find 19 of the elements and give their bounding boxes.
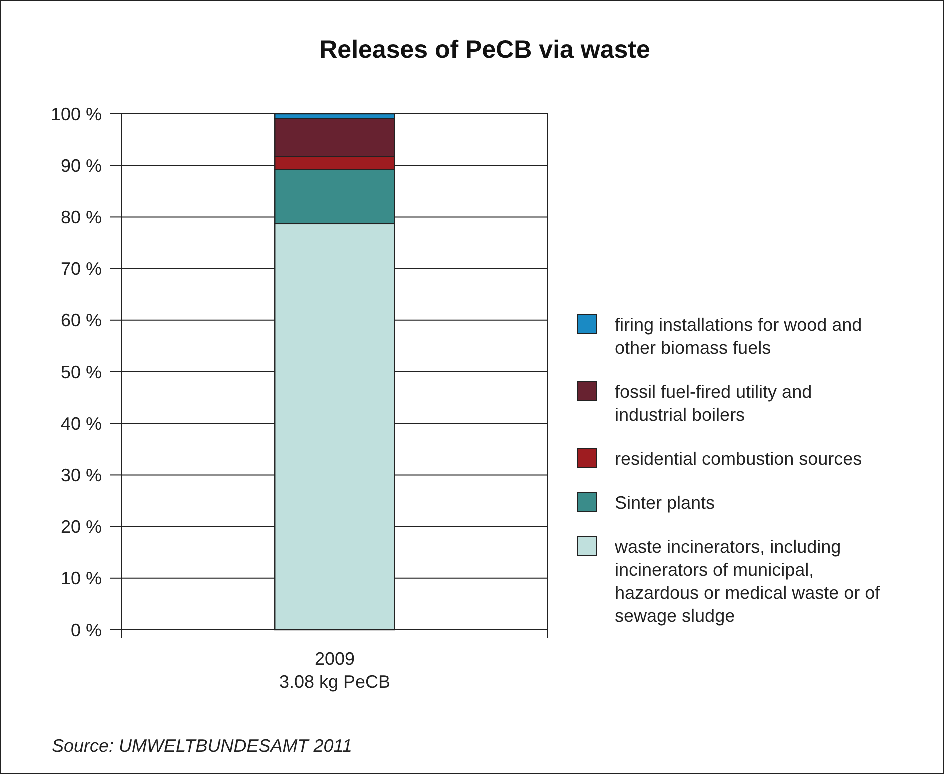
y-tick-label: 50 %: [60, 362, 102, 382]
source-note: Source: UMWELTBUNDESAMT 2011: [52, 736, 352, 756]
legend-label: residential combustion sources: [615, 449, 862, 469]
y-tick-label: 30 %: [60, 466, 102, 486]
y-tick-label: 90 %: [60, 156, 102, 176]
x-tick-label: 2009 3.08 kg PeCB: [279, 649, 391, 692]
y-tick-label: 0 %: [70, 620, 102, 640]
legend-label: fossil fuel-fired utility and industrial boilers: [615, 382, 812, 425]
legend-label: waste incinerators, including incinerators of municipal, hazardous or medical waste or of sewage sludge: [614, 537, 882, 626]
y-tick-label: 80 %: [60, 208, 102, 228]
legend-label: Sinter plants: [615, 493, 716, 513]
chart-title: Releases of PeCB via waste: [320, 36, 650, 64]
legend-label: firing installations for wood and other biomass fuels: [615, 315, 862, 358]
y-tick-label: 40 %: [60, 414, 102, 434]
y-tick-label: 60 %: [60, 310, 102, 331]
y-tick-label: 100 %: [50, 104, 102, 124]
y-tick-label: 20 %: [60, 517, 102, 538]
y-tick-label: 10 %: [60, 568, 102, 589]
y-tick-label: 70 %: [60, 259, 102, 280]
